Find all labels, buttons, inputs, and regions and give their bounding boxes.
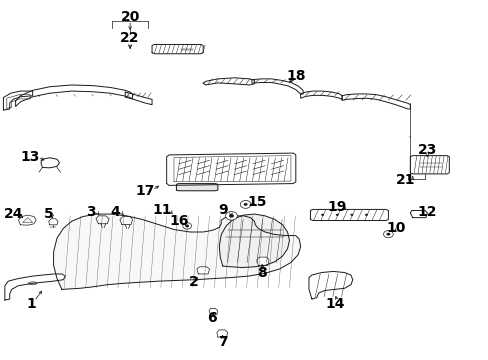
Polygon shape <box>152 44 203 54</box>
Polygon shape <box>16 85 132 107</box>
Circle shape <box>383 230 392 238</box>
Polygon shape <box>256 257 268 265</box>
Circle shape <box>185 225 189 227</box>
Polygon shape <box>203 78 254 85</box>
Text: 18: 18 <box>285 69 305 83</box>
Circle shape <box>240 201 250 208</box>
Polygon shape <box>209 309 217 315</box>
Polygon shape <box>342 94 409 109</box>
Text: 17: 17 <box>135 184 154 198</box>
Text: 20: 20 <box>120 10 140 24</box>
Circle shape <box>350 214 353 216</box>
Text: 21: 21 <box>395 173 414 187</box>
Circle shape <box>183 223 191 229</box>
Polygon shape <box>219 214 289 267</box>
Text: 1: 1 <box>27 297 37 311</box>
Polygon shape <box>49 219 58 225</box>
Circle shape <box>225 212 237 220</box>
Text: 15: 15 <box>246 194 266 208</box>
Text: 3: 3 <box>86 205 96 219</box>
Circle shape <box>321 214 324 216</box>
Text: 14: 14 <box>325 297 344 311</box>
Text: 6: 6 <box>207 311 216 325</box>
Polygon shape <box>19 215 36 225</box>
Text: 12: 12 <box>417 205 436 219</box>
Polygon shape <box>96 216 109 224</box>
Polygon shape <box>41 158 60 168</box>
Polygon shape <box>3 91 33 110</box>
Polygon shape <box>300 91 342 100</box>
Circle shape <box>228 214 233 218</box>
Text: 23: 23 <box>417 143 436 157</box>
Polygon shape <box>216 330 227 337</box>
Polygon shape <box>310 210 387 221</box>
Text: 7: 7 <box>218 335 227 349</box>
Text: 24: 24 <box>3 207 23 221</box>
Text: 10: 10 <box>385 221 405 235</box>
Circle shape <box>364 214 367 216</box>
Circle shape <box>243 203 247 206</box>
Polygon shape <box>409 211 427 218</box>
Text: 8: 8 <box>256 266 266 280</box>
Polygon shape <box>251 79 303 94</box>
Text: 22: 22 <box>120 31 140 45</box>
Polygon shape <box>308 271 352 299</box>
Text: 13: 13 <box>20 150 40 164</box>
Text: 11: 11 <box>152 203 171 217</box>
Polygon shape <box>120 217 132 225</box>
Ellipse shape <box>28 282 37 285</box>
Polygon shape <box>54 214 300 289</box>
Circle shape <box>335 214 338 216</box>
Polygon shape <box>176 184 217 191</box>
Text: 19: 19 <box>327 200 346 214</box>
Text: 16: 16 <box>169 214 188 228</box>
Circle shape <box>386 233 389 235</box>
Polygon shape <box>166 153 295 185</box>
Polygon shape <box>125 92 152 105</box>
Text: 9: 9 <box>218 203 227 217</box>
Text: 5: 5 <box>44 207 54 221</box>
Polygon shape <box>409 156 448 174</box>
Text: 2: 2 <box>188 275 198 289</box>
Polygon shape <box>5 274 65 300</box>
Text: 4: 4 <box>110 205 120 219</box>
Polygon shape <box>197 267 209 274</box>
